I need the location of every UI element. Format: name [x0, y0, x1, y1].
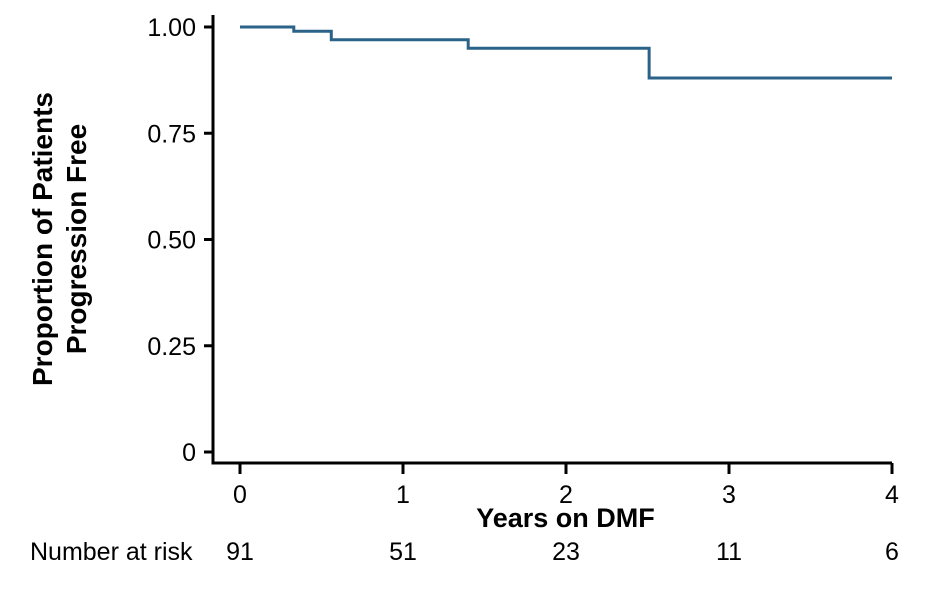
- x-tick-label: 3: [722, 481, 736, 509]
- at-risk-count: 91: [226, 538, 254, 566]
- axes-lines: [211, 15, 892, 465]
- at-risk-count: 23: [552, 538, 580, 566]
- y-tick-label: 0.25: [147, 333, 196, 361]
- y-tick-label: 1.00: [147, 14, 196, 42]
- x-axis-title: Years on DMF: [476, 503, 655, 533]
- y-tick-label: 0.50: [147, 227, 196, 255]
- at-risk-count: 51: [389, 538, 417, 566]
- survival-curve: [240, 25, 892, 80]
- at-risk-count: 6: [885, 538, 899, 566]
- x-tick-label: 4: [885, 481, 899, 509]
- y-tick-label: 0: [182, 439, 196, 467]
- y-axis-title-line: Proportion of Patients: [27, 92, 58, 386]
- y-tick-label: 0.75: [147, 120, 196, 148]
- at-risk-count: 11: [716, 538, 742, 566]
- x-tick-label: 1: [396, 481, 410, 509]
- x-tick-label: 2: [559, 481, 573, 509]
- at-risk-row-label: Number at risk: [30, 538, 193, 566]
- x-tick-label: 0: [233, 481, 247, 509]
- y-axis-title-line: Progression Free: [61, 124, 92, 354]
- y-axis-title: Proportion of Patients Progression Free: [27, 92, 92, 386]
